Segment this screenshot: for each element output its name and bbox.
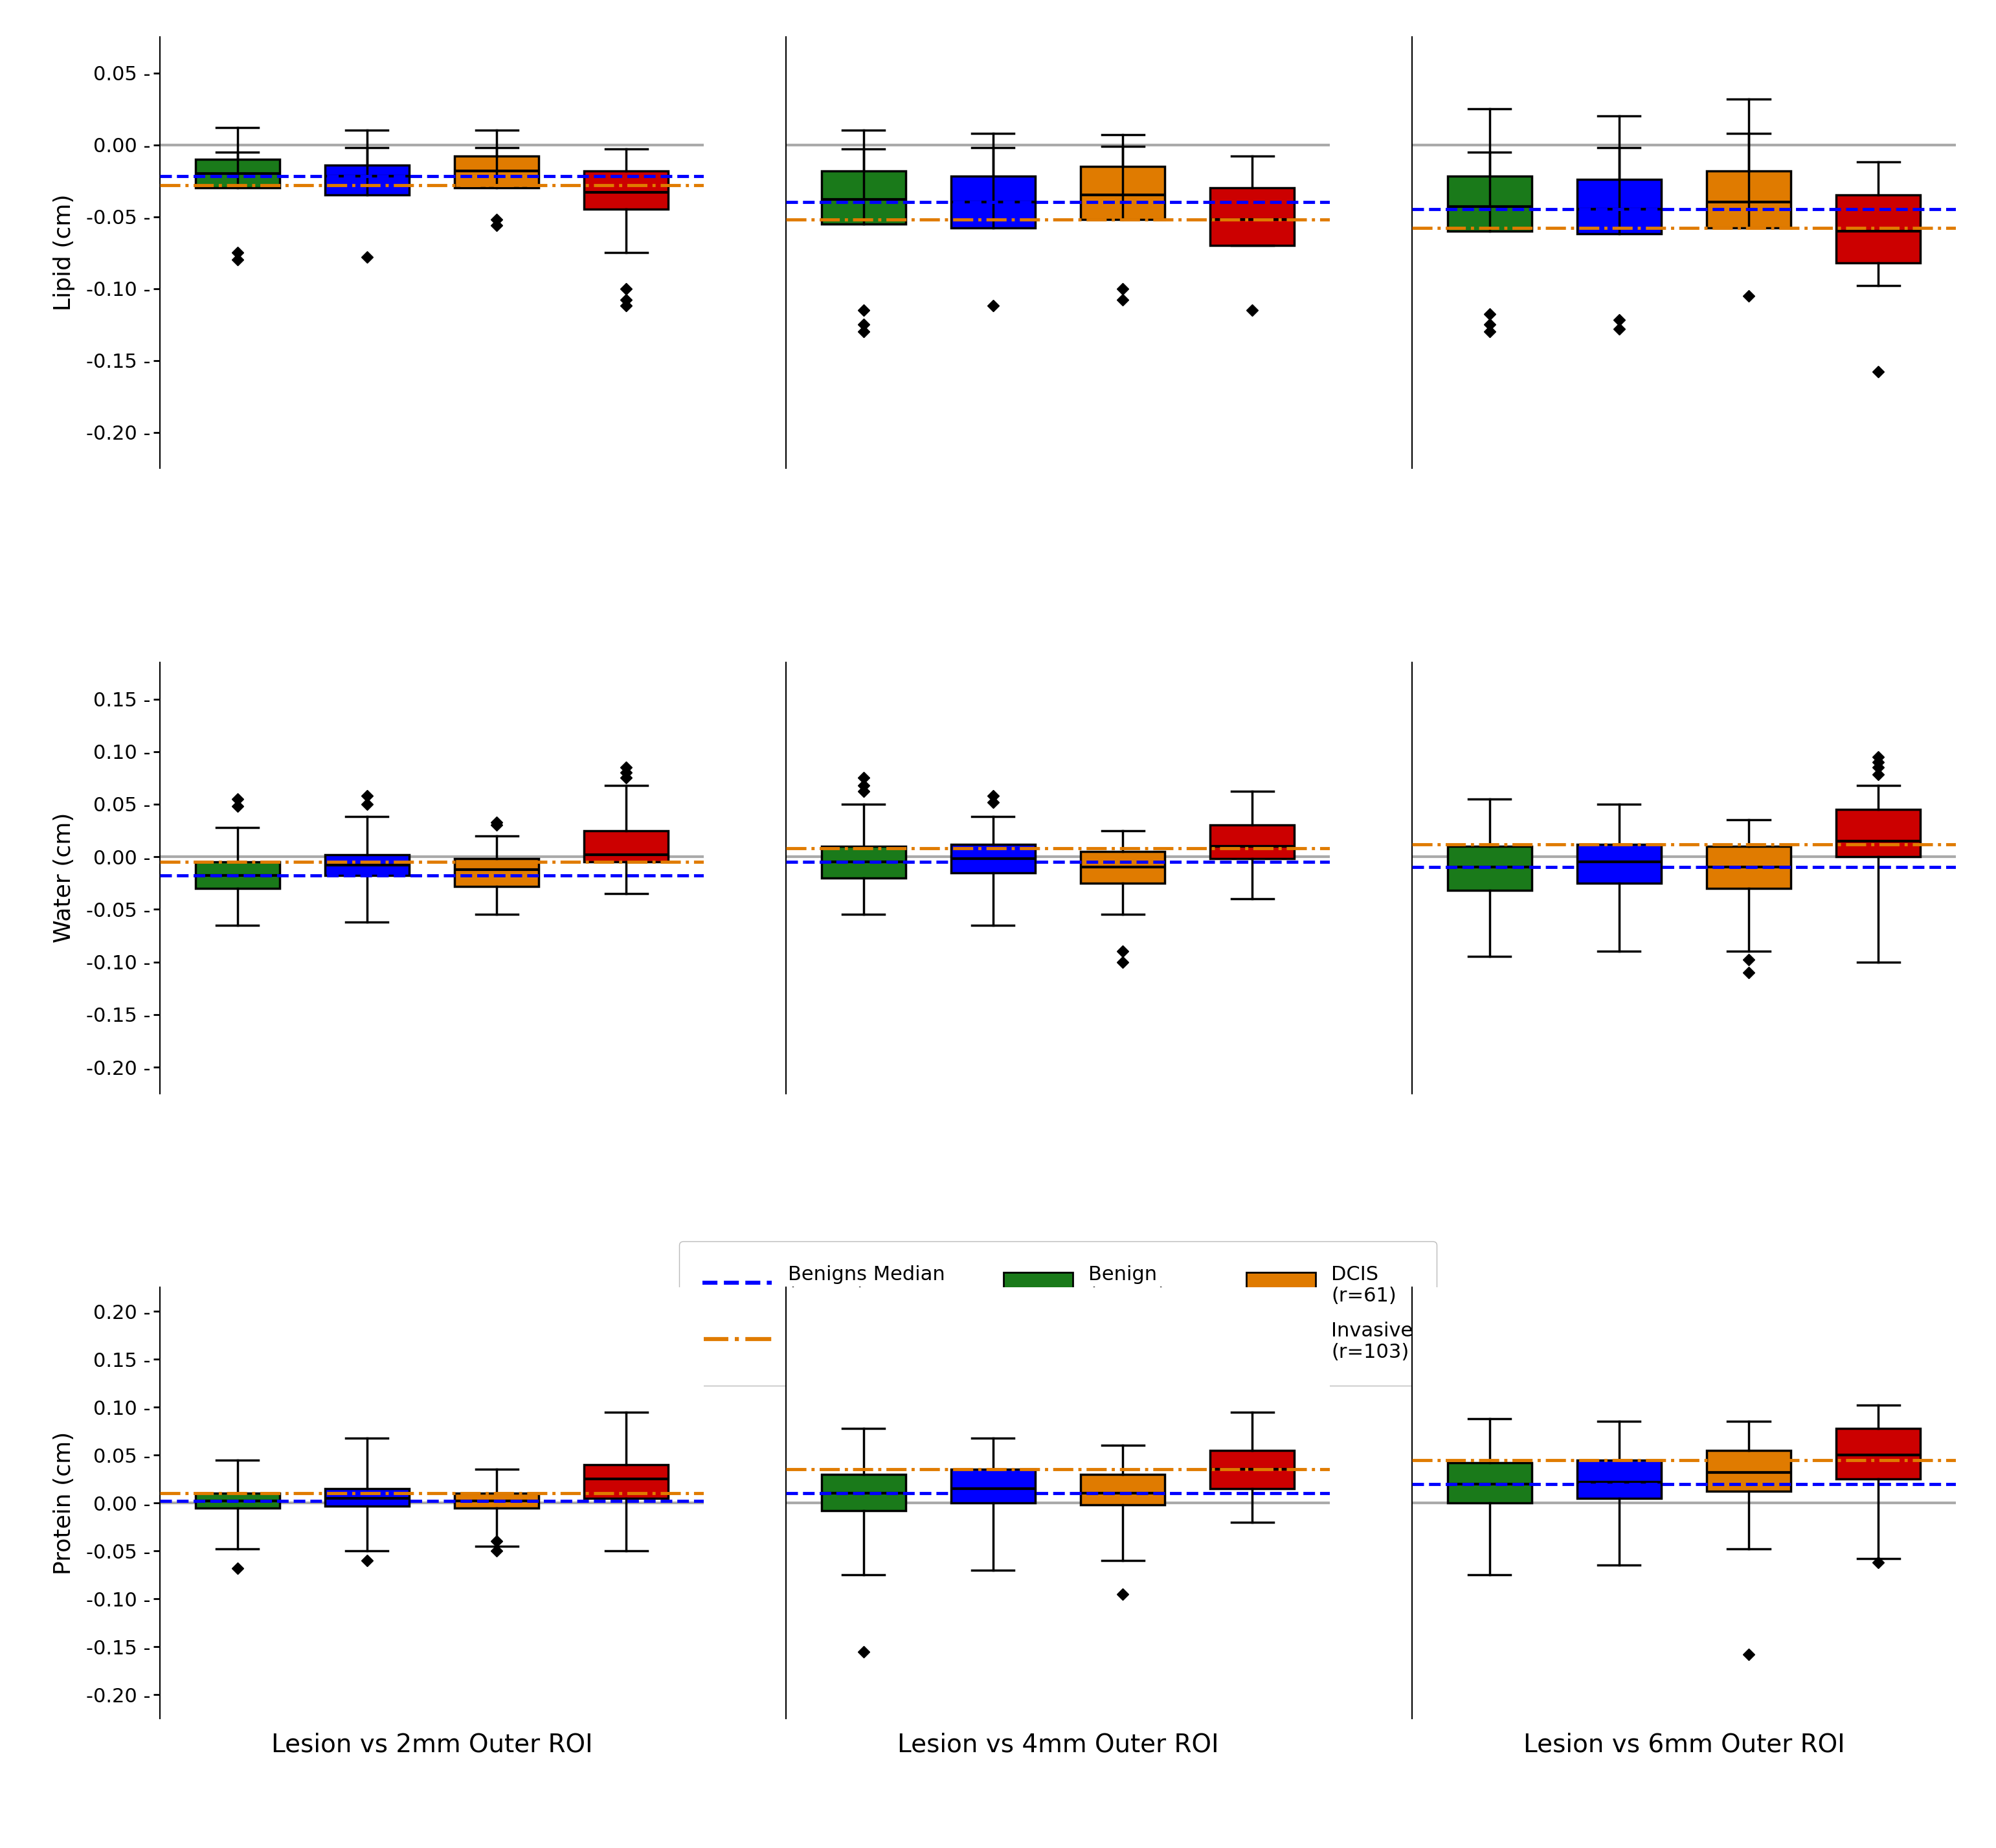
PathPatch shape — [325, 854, 409, 876]
PathPatch shape — [585, 170, 669, 209]
PathPatch shape — [820, 846, 906, 878]
PathPatch shape — [1210, 188, 1295, 246]
PathPatch shape — [1707, 846, 1790, 889]
PathPatch shape — [950, 1469, 1036, 1502]
PathPatch shape — [1447, 1464, 1531, 1502]
PathPatch shape — [820, 1475, 906, 1510]
PathPatch shape — [325, 1489, 409, 1506]
PathPatch shape — [950, 845, 1036, 872]
PathPatch shape — [1836, 809, 1920, 857]
Legend: Benigns Median
(r=525), Malignants Median
(r=164), Benign
(r=409), Fibroadenom
(: Benigns Median (r=525), Malignants Media… — [679, 1242, 1437, 1386]
PathPatch shape — [196, 159, 279, 188]
PathPatch shape — [950, 176, 1036, 227]
X-axis label: Lesion vs 2mm Outer ROI: Lesion vs 2mm Outer ROI — [271, 1732, 593, 1757]
PathPatch shape — [196, 861, 279, 889]
PathPatch shape — [455, 157, 539, 188]
PathPatch shape — [1836, 1429, 1920, 1478]
Y-axis label: Water (cm): Water (cm) — [54, 813, 76, 942]
PathPatch shape — [1836, 196, 1920, 262]
X-axis label: Lesion vs 4mm Outer ROI: Lesion vs 4mm Outer ROI — [896, 1732, 1220, 1757]
PathPatch shape — [585, 830, 669, 861]
PathPatch shape — [1447, 846, 1531, 891]
PathPatch shape — [820, 170, 906, 224]
PathPatch shape — [196, 1493, 279, 1508]
PathPatch shape — [1447, 176, 1531, 231]
Y-axis label: Lipid (cm): Lipid (cm) — [54, 194, 76, 310]
PathPatch shape — [1707, 1451, 1790, 1491]
PathPatch shape — [1210, 826, 1295, 859]
Y-axis label: Protein (cm): Protein (cm) — [54, 1432, 76, 1574]
PathPatch shape — [455, 1493, 539, 1508]
PathPatch shape — [325, 164, 409, 196]
PathPatch shape — [1080, 852, 1166, 883]
PathPatch shape — [1080, 1475, 1166, 1504]
PathPatch shape — [1080, 166, 1166, 220]
PathPatch shape — [1707, 170, 1790, 227]
PathPatch shape — [1210, 1451, 1295, 1489]
PathPatch shape — [1577, 1460, 1661, 1499]
PathPatch shape — [585, 1465, 669, 1499]
PathPatch shape — [1577, 845, 1661, 883]
PathPatch shape — [455, 859, 539, 887]
X-axis label: Lesion vs 6mm Outer ROI: Lesion vs 6mm Outer ROI — [1523, 1732, 1844, 1757]
PathPatch shape — [1577, 179, 1661, 235]
